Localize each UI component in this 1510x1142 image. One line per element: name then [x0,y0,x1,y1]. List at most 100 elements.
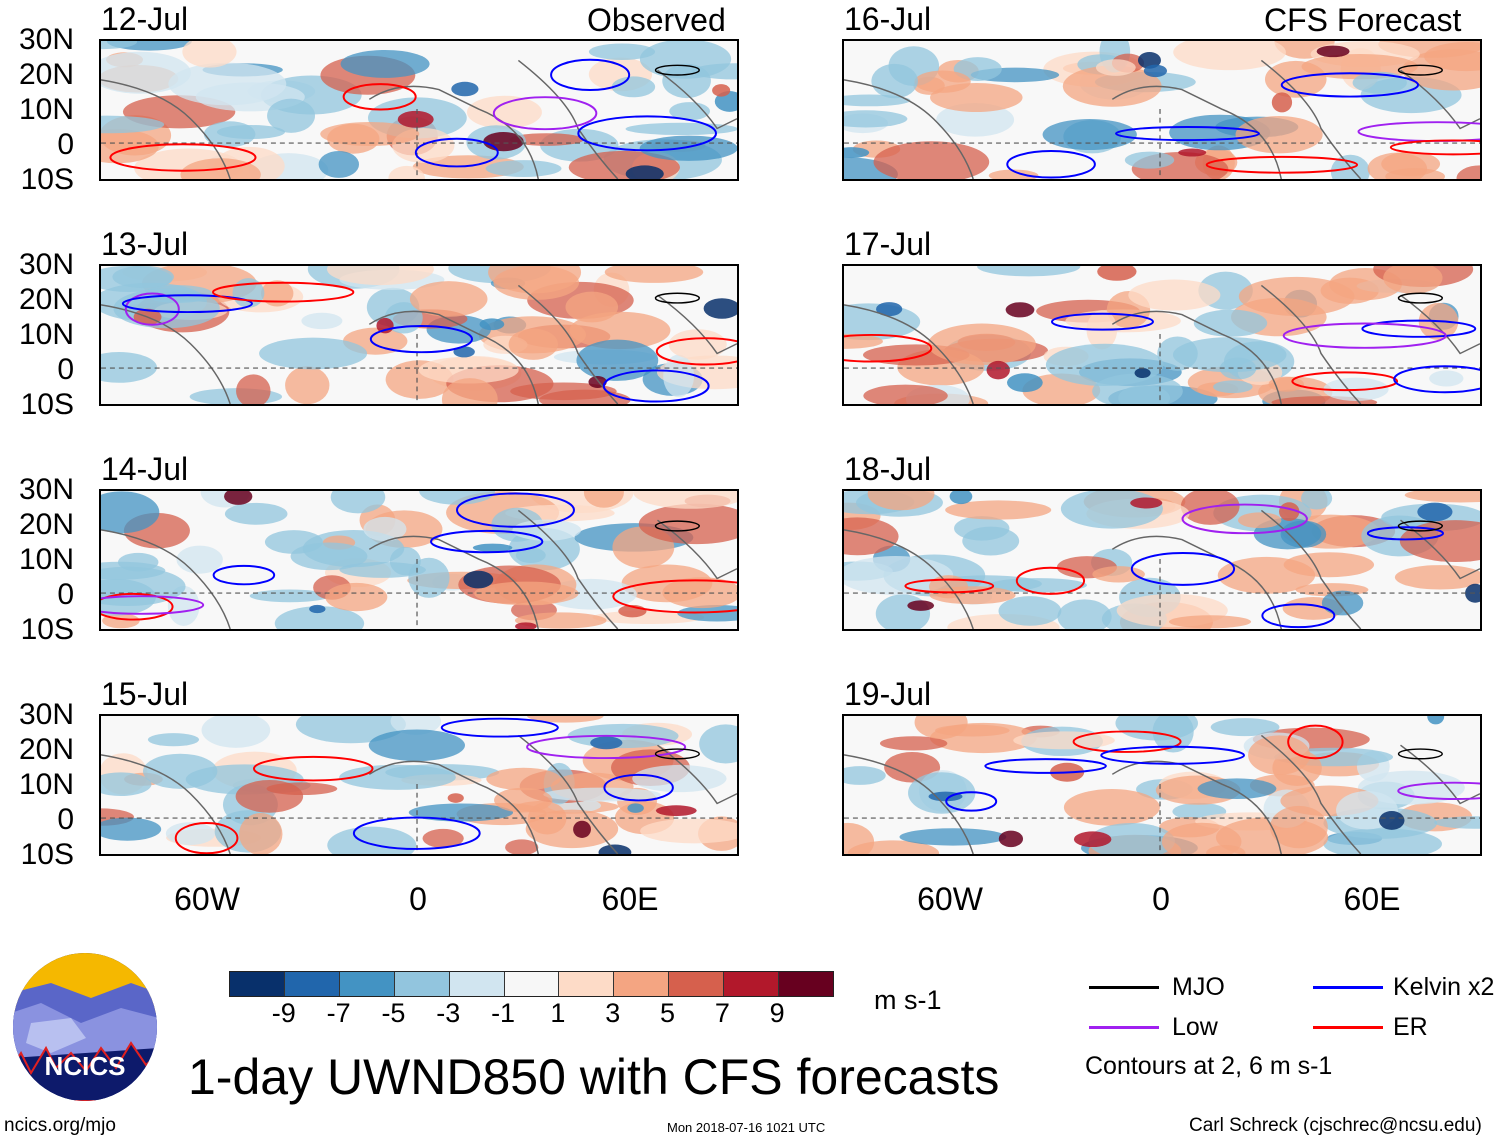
wind-anomaly-shading [844,716,1480,854]
lat-label: 30N [18,23,74,56]
lat-label: 20N [18,508,74,541]
wind-anomaly-shading [844,491,1480,629]
legend-low-line [1089,1026,1159,1029]
footer-author: Carl Schreck (cjschrec@ncsu.edu) [1189,1115,1482,1136]
contour-mjo [1397,520,1443,532]
lat-label: 30N [18,248,74,281]
colorbar-swatch [504,972,560,996]
colorbar-tick-label: 7 [714,998,730,1028]
legend-er-line [1313,1026,1383,1029]
contour-er [1291,371,1399,392]
lat-label: 20N [18,58,74,91]
legend-mjo-label: MJO [1172,973,1225,1001]
contour-mjo [1397,748,1443,760]
coastlines [101,509,737,629]
forecast-map-panel [842,489,1482,631]
contour-kelvin [1393,365,1480,394]
forecast-panel-date: 16-Jul [844,1,932,37]
contour-kelvin [602,369,710,403]
contour-kelvin [984,758,1107,774]
contour-kelvin [550,58,631,91]
contour-er [252,755,374,782]
ncics-logo: NCICS [11,953,159,1101]
contour-kelvin [414,137,499,168]
colorbar-tick-label: 9 [769,998,785,1028]
colorbar-tick-label: -5 [381,998,406,1028]
lat-label: 30N [18,473,74,506]
colorbar-swatch [394,972,450,996]
colorbar-tick-label: -3 [436,998,461,1028]
contour-mjo [654,292,700,304]
colorbar-units: m s-1 [874,985,942,1015]
contour-kelvin [1100,745,1246,765]
legend-kelvin-line [1313,986,1383,989]
coastlines [844,284,1480,404]
contour-low [492,96,598,131]
lat-label: 0 [57,803,74,836]
colorbar-tick-label: 1 [550,998,566,1028]
colorbar-swatch [669,972,725,996]
contour-low [1282,322,1447,349]
observed-panel-date: 15-Jul [101,676,189,712]
lat-label: 10S [20,388,74,421]
lat-label: 10S [20,838,74,871]
lon-label-60e-left: 60E [601,881,659,917]
colorbar-tick-label: 3 [605,998,621,1028]
colorbar-tick-label: -7 [326,998,351,1028]
lat-label: 10N [18,318,74,351]
lat-label: 20N [18,733,74,766]
contour-er [1389,139,1480,156]
legend-er-label: ER [1393,1013,1428,1041]
forecast-panel-date: 17-Jul [844,226,932,262]
observed-panel-date: 13-Jul [101,226,189,262]
footer-url: ncics.org/mjo [4,1115,116,1136]
legend-mjo-line [1089,986,1159,989]
colorbar [229,971,834,997]
contour-er [342,83,417,111]
contour-er [612,579,737,614]
coastlines [844,59,1480,179]
colorbar-swatch [284,972,340,996]
coastlines [101,59,737,179]
forecast-map-panel [842,264,1482,406]
contour-kelvin [1280,72,1420,98]
contour-low [1181,503,1308,535]
wind-anomaly-shading [844,41,1480,179]
colorbar-swatch [559,972,615,996]
legend-kelvin-label: Kelvin x2 [1393,973,1495,1001]
contour-er [1287,724,1344,760]
contour-er [1072,730,1182,753]
lat-label: 0 [57,578,74,611]
contour-kelvin [440,717,559,738]
footer-timestamp: Mon 2018-07-16 1021 UTC [667,1120,826,1135]
contour-kelvin [1050,312,1154,331]
observed-panel-date: 14-Jul [101,451,189,487]
figure-title: 1-day UWND850 with CFS forecasts [188,1049,1000,1105]
contour-er [101,592,174,621]
observed-label: Observed [587,2,726,38]
colorbar-swatch [449,972,505,996]
observed-panel-date: 12-Jul [101,1,189,37]
coastlines [101,734,737,854]
contour-kelvin [945,791,998,812]
contour-er [1015,566,1086,595]
observed-map-panel [99,264,739,406]
contour-er [109,143,257,172]
contour-mjo [654,748,700,760]
lat-label: 20N [18,283,74,316]
wind-anomaly-shading [101,716,737,854]
colorbar-swatch [339,972,395,996]
colorbar-swatch [614,972,670,996]
contour-low [526,734,687,760]
legend-low-label: Low [1172,1013,1218,1041]
forecast-panel-date: 18-Jul [844,451,932,487]
contour-low [124,292,180,326]
lat-label: 10S [20,613,74,646]
contour-kelvin [1261,603,1336,629]
contour-kelvin [577,115,718,152]
colorbar-swatch [779,972,833,996]
lat-label: 10N [18,543,74,576]
contour-er [212,281,355,303]
forecast-map-panel [842,39,1482,181]
